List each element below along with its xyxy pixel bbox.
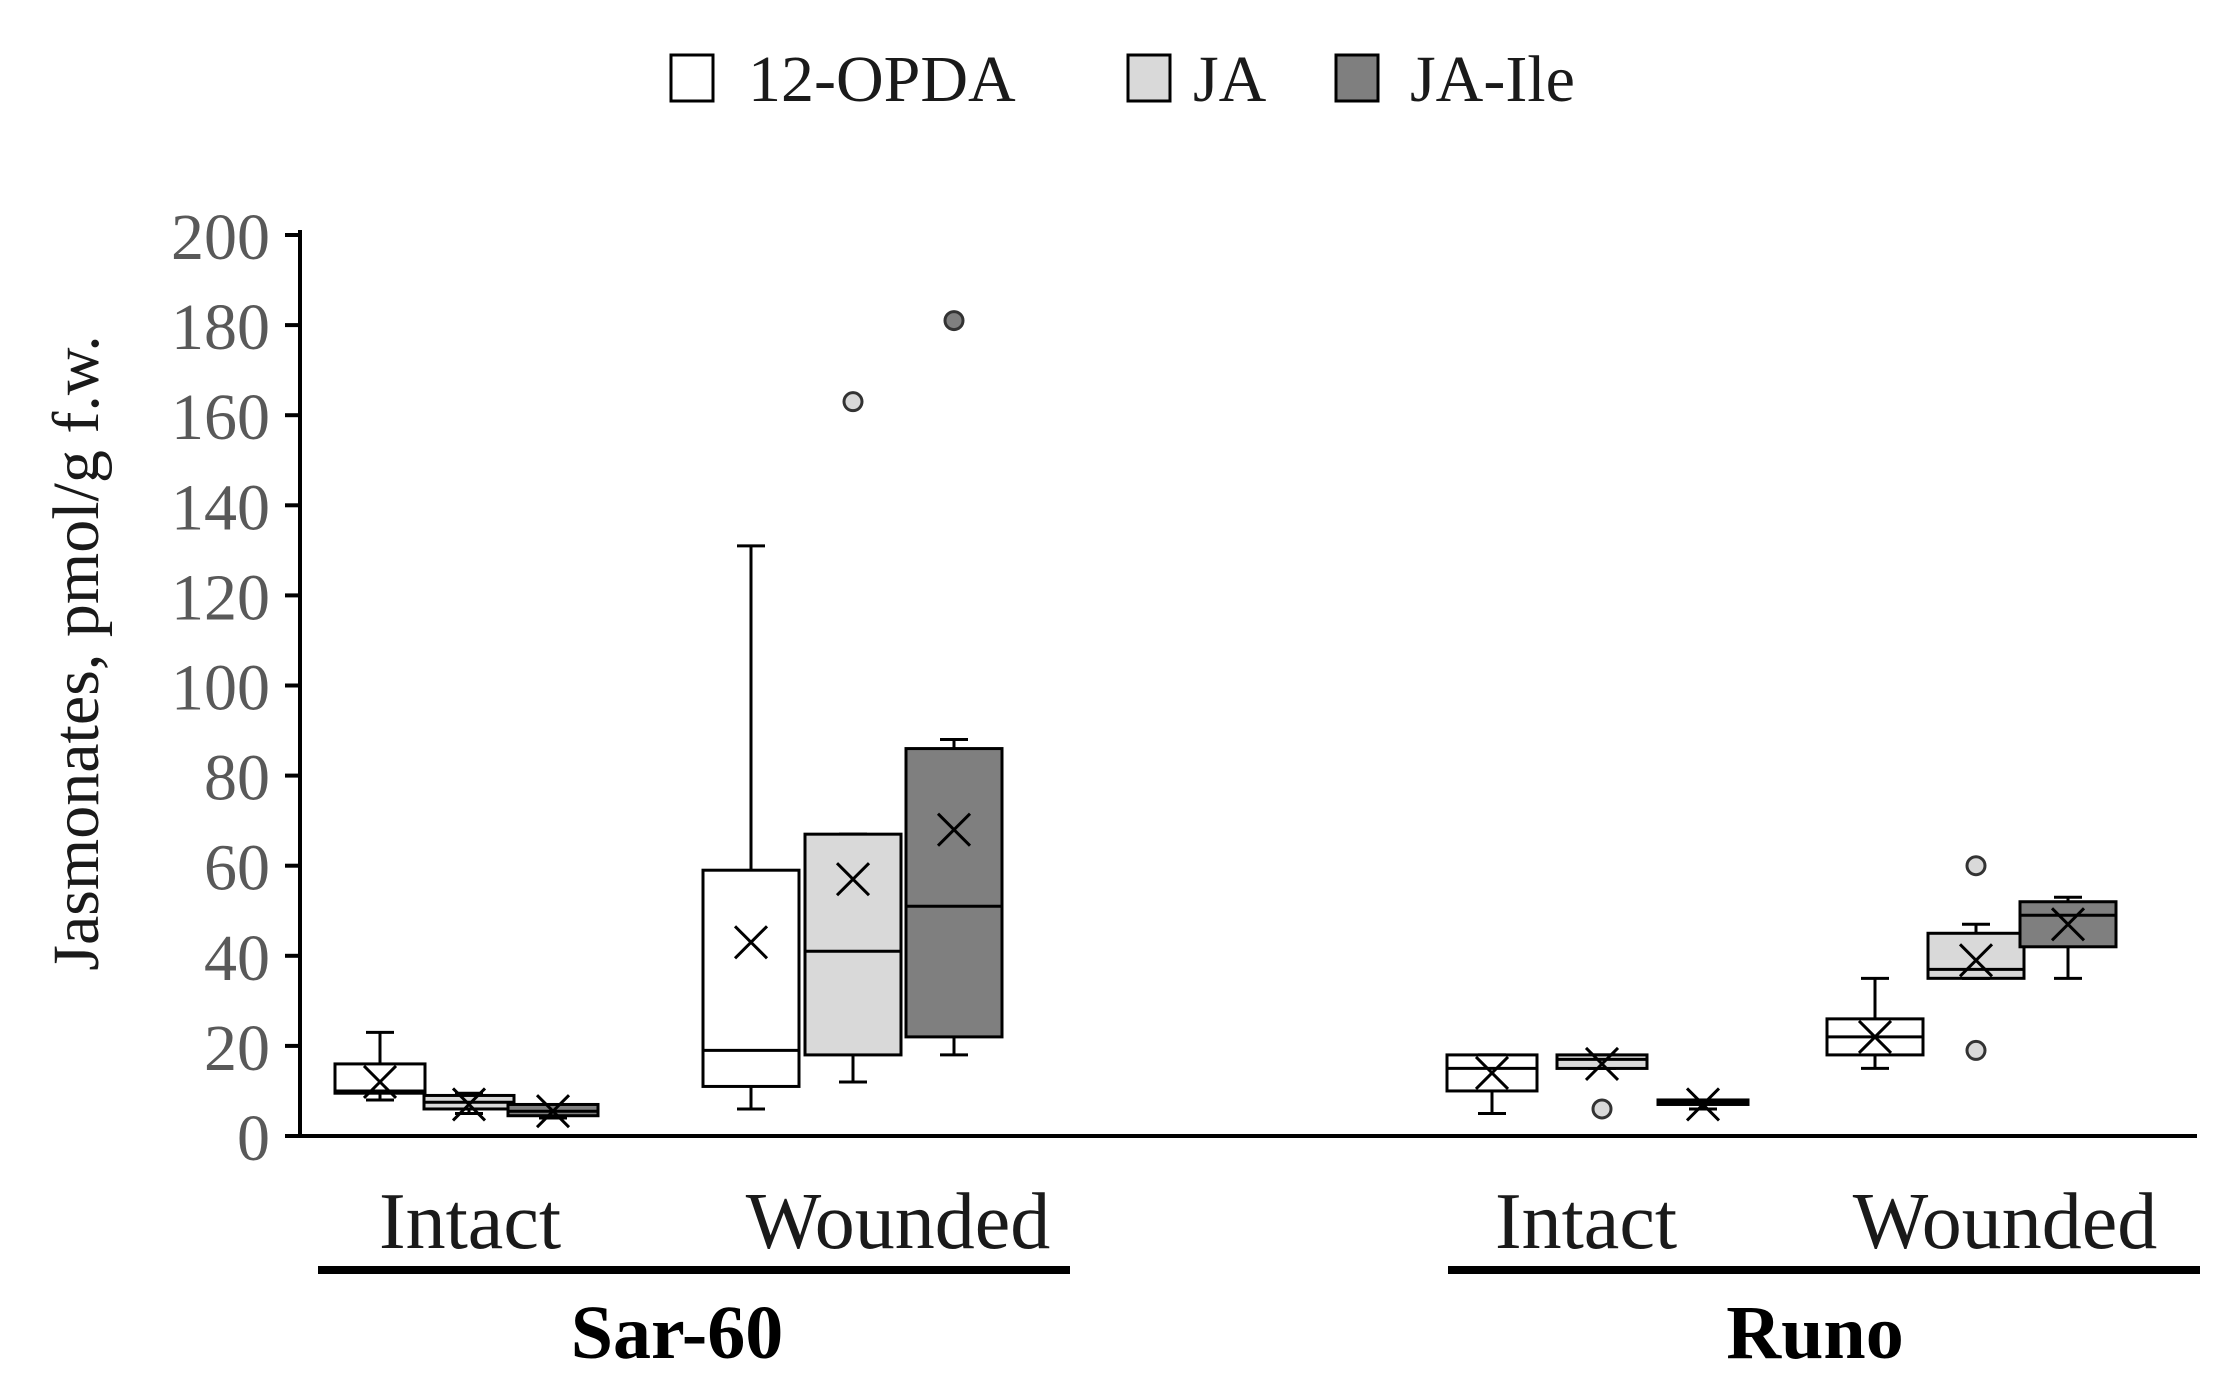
category-labels: Intact Wounded Intact Wounded Sar-60 Run…: [318, 1178, 2200, 1375]
mean-marker: [1958, 943, 1994, 978]
group-label-sar60: Sar-60: [571, 1291, 784, 1375]
mean-marker: [451, 1087, 487, 1122]
mean-marker: [2050, 907, 2086, 942]
y-tick-label: 80: [204, 742, 270, 815]
outlier-point: [943, 310, 965, 332]
mean-marker: [1685, 1087, 1721, 1122]
mean-marker: [1474, 1055, 1510, 1090]
y-tick-label: 60: [204, 832, 270, 905]
legend-label-opda: 12-OPDA: [748, 43, 1016, 116]
box-Runo-Intact-JA-Ile: [1656, 1087, 1750, 1122]
mean-marker: [835, 862, 871, 897]
mean-marker: [1857, 1019, 1893, 1054]
box-Runo-Wounded-JA: [1926, 855, 2026, 1061]
box-Sar-60-Wounded-12-OPDA: [701, 544, 801, 1111]
y-axis-label: Jasmonates, pmol/g f.w.: [40, 335, 113, 970]
box-iqr: [803, 832, 903, 1057]
mean-marker: [535, 1094, 571, 1129]
box-iqr: [1555, 1053, 1649, 1070]
mean-marker: [362, 1064, 398, 1100]
y-tick-label: 100: [171, 652, 270, 725]
box-iqr: [701, 868, 801, 1088]
category-label-runo-wounded: Wounded: [1853, 1178, 2158, 1266]
y-tick-label: 40: [204, 922, 270, 995]
outlier-point: [842, 391, 864, 413]
category-label-sar60-wounded: Wounded: [746, 1178, 1051, 1266]
box-iqr: [333, 1062, 427, 1095]
box-Runo-Wounded-12-OPDA: [1825, 976, 1925, 1070]
box-Runo-Intact-12-OPDA: [1445, 1053, 1539, 1115]
boxes: [333, 310, 2118, 1129]
group-label-runo: Runo: [1726, 1291, 1903, 1375]
y-ticks: 0 20 40 60 80 100 120 140 160 180 200: [171, 201, 300, 1175]
box-Runo-Intact-JA: [1555, 1046, 1649, 1120]
category-label-runo-intact: Intact: [1495, 1178, 1677, 1266]
mean-marker: [1584, 1046, 1620, 1081]
legend-swatch-ja: [1126, 53, 1172, 103]
outlier-point: [1965, 855, 1987, 877]
mean-marker: [733, 925, 769, 960]
box-iqr: [1926, 931, 2026, 980]
box-Sar-60-Intact-JA-Ile: [506, 1094, 600, 1129]
box-Sar-60-Wounded-JA-Ile: [904, 310, 1004, 1057]
legend: 12-OPDA JA JA-Ile: [669, 43, 1575, 116]
y-tick-label: 0: [237, 1102, 270, 1175]
outlier-point: [1965, 1039, 1987, 1061]
y-tick-label: 160: [171, 381, 270, 454]
y-tick-label: 140: [171, 471, 270, 544]
y-tick-label: 120: [171, 561, 270, 634]
legend-label-jaile: JA-Ile: [1410, 43, 1575, 116]
legend-swatch-opda: [669, 53, 715, 103]
y-tick-label: 20: [204, 1012, 270, 1085]
category-label-sar60-intact: Intact: [379, 1178, 561, 1266]
y-tick-label: 180: [171, 291, 270, 364]
y-tick-label: 200: [171, 201, 270, 274]
box-iqr: [904, 747, 1004, 1039]
outlier-point: [1591, 1098, 1613, 1120]
box-Sar-60-Intact-JA: [422, 1087, 516, 1122]
box-iqr: [1445, 1053, 1539, 1093]
box-Runo-Wounded-JA-Ile: [2018, 895, 2118, 980]
legend-label-ja: JA: [1193, 43, 1267, 116]
mean-marker: [936, 812, 972, 847]
legend-swatch-jaile: [1334, 53, 1380, 103]
box-Sar-60-Wounded-JA: [803, 391, 903, 1084]
box-Sar-60-Intact-12-OPDA: [333, 1030, 427, 1102]
